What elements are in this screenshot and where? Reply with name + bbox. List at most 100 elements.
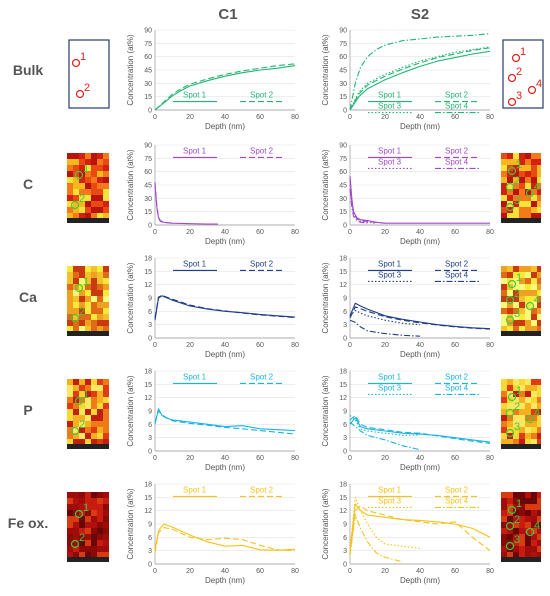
- map-pixel: [97, 320, 103, 326]
- map-pixel: [537, 498, 541, 504]
- map-pixel: [79, 492, 85, 498]
- map-pixel: [501, 540, 507, 546]
- map-pixel: [73, 213, 79, 219]
- chart-ca-c1: 0 3 6 9 12 15 18 0 20 40 60 80 Depth (nm) Concentrati…: [126, 256, 299, 360]
- y-tick-label: 6: [148, 535, 152, 542]
- y-tick-label: 6: [343, 422, 347, 429]
- map-pixel: [91, 379, 97, 385]
- map-pixel: [507, 296, 513, 302]
- map-pixel: [79, 314, 85, 320]
- y-tick-label: 0: [343, 562, 347, 569]
- y-tick-label: 9: [343, 409, 347, 416]
- series-line-spot-2: [349, 414, 491, 444]
- map-pixel: [91, 421, 97, 427]
- map-pixel: [507, 272, 513, 278]
- y-tick-label: 15: [339, 269, 347, 276]
- x-axis-label: Depth (nm): [205, 576, 245, 585]
- map-pixel: [85, 171, 91, 177]
- map-pixel: [79, 522, 85, 528]
- map-pixel: [513, 207, 519, 213]
- legend-label: Spot 1: [378, 372, 402, 381]
- map-pixel: [537, 314, 541, 320]
- y-tick-label: 45: [339, 183, 347, 190]
- spot-marker-2: [505, 295, 515, 305]
- map-pixel: [513, 320, 519, 326]
- x-tick-label: 40: [416, 342, 424, 349]
- map-pixel: [97, 195, 103, 201]
- map-pixel: [531, 183, 537, 189]
- map-pixel: [519, 165, 525, 171]
- map-pixel: [103, 290, 109, 296]
- map-pixel: [79, 278, 85, 284]
- legend-label: Spot 4: [445, 496, 469, 505]
- map-pixel: [525, 326, 531, 332]
- map-pixel: [73, 415, 79, 421]
- map-pixel: [507, 326, 513, 332]
- map-pixel: [97, 278, 103, 284]
- y-tick-label: 12: [144, 508, 152, 515]
- spot-marker-4: [525, 188, 535, 198]
- x-tick-label: 60: [256, 455, 264, 462]
- y-tick-label: 90: [339, 28, 347, 35]
- map-pixel: [525, 433, 531, 439]
- map-pixel: [519, 498, 525, 504]
- map-pixel: [73, 153, 79, 159]
- map-pixel: [79, 552, 85, 558]
- map-pixel: [79, 540, 85, 546]
- map-pixel: [103, 189, 109, 195]
- map-pixel: [97, 326, 103, 332]
- map-pixel: [525, 314, 531, 320]
- chart-c-c1: 0 15 30 45 60 75 90 0 20 40 60 80 Depth (nm) Concentr…: [126, 143, 299, 247]
- map-pixel: [91, 403, 97, 409]
- y-tick-label: 75: [144, 41, 152, 48]
- map-pixel: [513, 409, 519, 415]
- y-tick-label: 0: [343, 336, 347, 343]
- legend-label: Spot 3: [378, 383, 402, 392]
- map-pixel: [67, 492, 73, 498]
- map-pixel: [73, 296, 79, 302]
- map-pixel: [501, 504, 507, 510]
- map-pixel: [525, 385, 531, 391]
- x-tick-label: 80: [486, 114, 494, 121]
- map-pixel: [85, 189, 91, 195]
- map-pixel: [537, 546, 541, 552]
- map-pixel: [79, 272, 85, 278]
- map-pixel: [85, 534, 91, 540]
- map-pixel: [537, 308, 541, 314]
- map-pixel: [85, 415, 91, 421]
- map-pixel: [507, 195, 513, 201]
- map-pixel: [73, 165, 79, 171]
- map-pixel: [97, 189, 103, 195]
- map-pixel: [103, 177, 109, 183]
- map-pixel: [537, 522, 541, 528]
- map-pixel: [519, 379, 525, 385]
- map-pixel: [97, 385, 103, 391]
- map-pixel: [501, 534, 507, 540]
- map-pixel: [501, 546, 507, 552]
- series-line-spot-2: [154, 294, 296, 319]
- map-pixel: [67, 540, 73, 546]
- spot-label-1: 1: [80, 51, 86, 63]
- map-pixel: [91, 439, 97, 445]
- map-pixel: [103, 415, 109, 421]
- series-line-spot-1: [349, 417, 491, 443]
- map-pixel: [537, 409, 541, 415]
- map-pixel: [103, 504, 109, 510]
- y-tick-label: 9: [343, 296, 347, 303]
- legend-label: Spot 4: [445, 157, 469, 166]
- map-pixel: [519, 296, 525, 302]
- map-pixel: [73, 498, 79, 504]
- map-pixel: [501, 290, 507, 296]
- map-pixel: [519, 391, 525, 397]
- map-pixel: [501, 415, 507, 421]
- map-pixel: [507, 403, 513, 409]
- map-pixel: [85, 165, 91, 171]
- x-tick-label: 40: [416, 455, 424, 462]
- y-tick-label: 45: [144, 183, 152, 190]
- map-pixel: [85, 320, 91, 326]
- map-pixel: [513, 308, 519, 314]
- map-pixel: [513, 326, 519, 332]
- x-axis-label: Depth (nm): [205, 463, 245, 472]
- map-pixel: [519, 314, 525, 320]
- map-pixel: [537, 326, 541, 332]
